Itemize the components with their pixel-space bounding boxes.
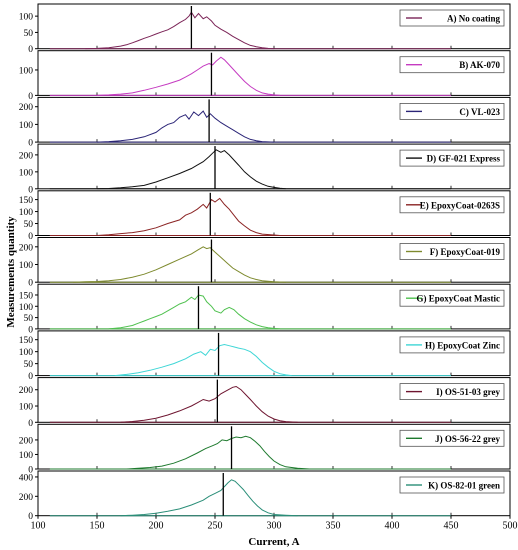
panel-3: 0 100 200 D) GF-021 Express bbox=[19, 143, 511, 195]
y-tick-label: 200 bbox=[19, 103, 34, 113]
y-tick-label: 50 bbox=[24, 314, 34, 324]
legend-label: B) AK-070 bbox=[459, 60, 500, 70]
y-tick-label: 200 bbox=[19, 386, 34, 396]
y-tick-label: 200 bbox=[19, 493, 34, 503]
series-line bbox=[114, 343, 292, 377]
panel-5: 0 100 200 F) EpoxyCoat-019 bbox=[19, 237, 511, 289]
y-tick-label: 100 bbox=[19, 451, 34, 461]
series-line bbox=[108, 294, 280, 330]
y-tick-label: 150 bbox=[19, 291, 34, 301]
y-tick-label: 150 bbox=[19, 196, 34, 206]
y-axis-label: Measurements quantity bbox=[5, 216, 17, 328]
x-tick-label: 150 bbox=[90, 521, 105, 532]
legend-box bbox=[399, 9, 505, 27]
legend-label: A) No coating bbox=[447, 14, 500, 24]
series-line bbox=[120, 385, 298, 423]
y-tick-label: 200 bbox=[19, 243, 34, 253]
panel-1: 0 100 B) AK-070 bbox=[19, 50, 511, 102]
y-tick-label: 0 bbox=[28, 92, 33, 102]
legend-box bbox=[399, 429, 505, 447]
legend-box bbox=[399, 196, 505, 214]
y-tick-label: 100 bbox=[19, 66, 34, 76]
series-line bbox=[85, 11, 275, 50]
y-tick-label: 0 bbox=[28, 45, 33, 55]
y-tick-label: 0 bbox=[28, 185, 33, 195]
y-tick-label: 400 bbox=[19, 473, 34, 483]
legend-label: G) EpoxyCoat Mastic bbox=[417, 294, 501, 304]
x-axis-label: Current, A bbox=[248, 536, 299, 548]
legend-label: C) VL-023 bbox=[459, 107, 500, 117]
x-tick-label: 400 bbox=[385, 521, 400, 532]
y-tick-label: 50 bbox=[24, 220, 34, 230]
y-tick-label: 150 bbox=[19, 336, 34, 346]
legend-label: I) OS-51-03 grey bbox=[436, 387, 500, 397]
y-tick-label: 200 bbox=[19, 436, 34, 446]
series-line bbox=[96, 110, 275, 143]
x-axis: 100 150 200 250 300 350 400 450 500 bbox=[31, 515, 518, 532]
y-tick-label: 100 bbox=[19, 348, 34, 358]
legend-box bbox=[399, 336, 505, 354]
panel-2: 0 100 200 C) VL-023 bbox=[19, 96, 511, 149]
panel-10: 0 200 400 K) OS-82-01 green bbox=[19, 470, 511, 522]
legend-box bbox=[399, 243, 505, 260]
y-tick-label: 50 bbox=[24, 29, 34, 39]
legend-label: F) EpoxyCoat-019 bbox=[430, 247, 501, 257]
legend-box bbox=[399, 289, 505, 307]
y-tick-label: 100 bbox=[19, 261, 34, 271]
legend-label: D) GF-021 Express bbox=[427, 154, 501, 164]
legend-box bbox=[399, 149, 505, 167]
legend-label: E) EpoxyCoat-0263S bbox=[420, 200, 500, 210]
y-tick-label: 200 bbox=[19, 151, 34, 161]
legend-box bbox=[399, 383, 505, 401]
y-tick-label: 0 bbox=[28, 232, 33, 242]
x-tick-label: 200 bbox=[149, 521, 164, 532]
y-tick-label: 100 bbox=[19, 403, 34, 413]
series-line bbox=[73, 246, 286, 283]
x-tick-label: 500 bbox=[503, 521, 518, 532]
y-tick-label: 0 bbox=[28, 512, 33, 522]
x-tick-label: 250 bbox=[208, 521, 223, 532]
legend-box bbox=[399, 476, 505, 494]
y-tick-label: 0 bbox=[28, 139, 33, 149]
y-tick-label: 0 bbox=[28, 325, 33, 335]
legend-label: J) OS-56-22 grey bbox=[435, 434, 500, 444]
y-tick-label: 0 bbox=[28, 419, 33, 429]
y-tick-label: 100 bbox=[19, 303, 34, 313]
panel-8: 0 100 200 I) OS-51-03 grey bbox=[19, 377, 511, 429]
series-line bbox=[126, 435, 310, 470]
x-tick-label: 300 bbox=[267, 521, 282, 532]
panel-9: 0 100 200 J) OS-56-22 grey bbox=[19, 423, 511, 476]
panel-0: 0 50 100 A) No coating bbox=[19, 3, 511, 55]
y-tick-label: 0 bbox=[28, 466, 33, 476]
x-tick-label: 450 bbox=[444, 521, 459, 532]
y-tick-label: 100 bbox=[19, 168, 34, 178]
y-tick-label: 100 bbox=[19, 208, 34, 218]
panel-7: 0 50 100 150 H) EpoxyCoat Zinc bbox=[19, 330, 511, 382]
x-tick-label: 100 bbox=[31, 521, 46, 532]
legend-label: K) OS-82-01 green bbox=[428, 481, 500, 491]
panel-4: 0 50 100 150 E) EpoxyCoat-0263S bbox=[19, 190, 511, 242]
legend-box bbox=[399, 103, 505, 120]
series-line bbox=[96, 149, 286, 190]
y-tick-label: 50 bbox=[24, 360, 34, 370]
y-tick-label: 100 bbox=[19, 121, 34, 131]
x-tick-label: 350 bbox=[326, 521, 341, 532]
legend-box bbox=[399, 56, 505, 74]
y-tick-label: 0 bbox=[28, 372, 33, 382]
legend-label: H) EpoxyCoat Zinc bbox=[425, 340, 500, 350]
series-line bbox=[96, 56, 280, 96]
y-tick-label: 0 bbox=[28, 279, 33, 289]
y-tick-label: 100 bbox=[19, 13, 34, 23]
series-line bbox=[120, 479, 298, 517]
series-line bbox=[96, 197, 280, 236]
